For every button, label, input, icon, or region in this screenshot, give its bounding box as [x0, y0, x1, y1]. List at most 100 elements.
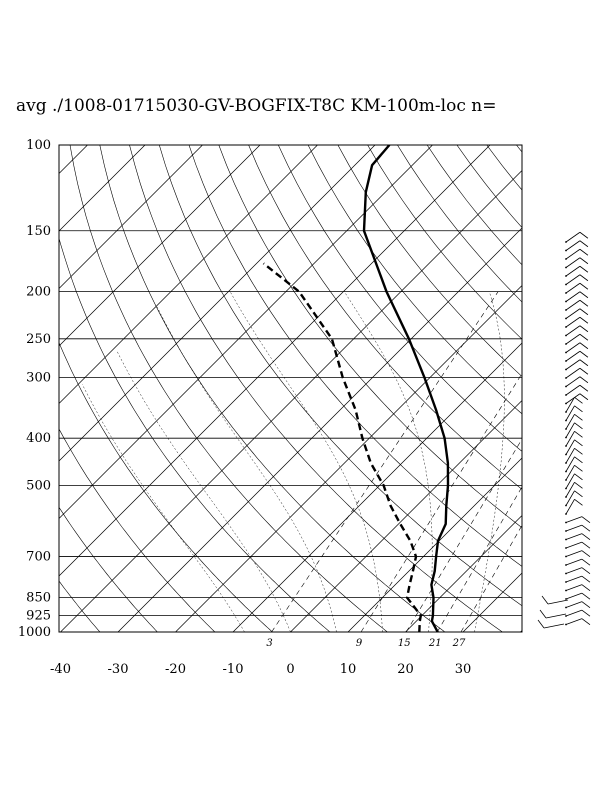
wind-barb-station: [565, 496, 567, 498]
moist-adiabat-line: [156, 306, 337, 632]
wind-barb-flag: [579, 325, 589, 333]
wind-barb-flag: [574, 439, 583, 447]
wind-barb: [565, 384, 581, 396]
isotherm-line: [59, 145, 376, 462]
wind-barb-station: [565, 385, 567, 388]
wind-barb-station: [565, 360, 567, 362]
wind-barb-station: [565, 317, 567, 320]
wind-barb-station: [565, 326, 567, 328]
dry-adiabat-line: [486, 145, 522, 191]
background-grid: [59, 145, 612, 632]
isotherm-line: [232, 342, 522, 632]
wind-barb: [547, 599, 569, 605]
wind-barb-station: [565, 547, 567, 549]
wind-barb-flag: [574, 396, 583, 404]
wind-barb-station: [565, 343, 567, 345]
temperature-tick-label: 30: [455, 662, 472, 677]
wind-barbs: [537, 231, 591, 629]
wind-barb-flag: [579, 350, 589, 358]
moist-adiabat-line: [344, 291, 433, 632]
wind-barb: [565, 405, 575, 421]
wind-barb: [565, 333, 581, 345]
wind-barb-flag: [574, 447, 583, 455]
mixing-ratio-line: [271, 291, 499, 632]
wind-barb-flag: [574, 481, 583, 489]
wind-barb-flag: [579, 342, 589, 350]
pressure-tick-label: 100: [26, 138, 51, 153]
wind-barb: [565, 257, 581, 268]
wind-barb: [545, 613, 567, 619]
pressure-tick-label: 850: [26, 591, 51, 606]
wind-barb-station: [565, 615, 567, 617]
wind-barb-flag: [574, 456, 583, 464]
wind-barb-flag: [579, 376, 589, 384]
isotherm-line: [175, 285, 522, 632]
dry-adiabat-line: [99, 145, 446, 632]
wind-barb-flag: [579, 384, 589, 392]
isotherm-line: [290, 400, 522, 632]
wind-barb-flag: [541, 595, 549, 605]
wind-barb-station: [565, 479, 567, 481]
wind-barb: [565, 541, 583, 549]
pressure-tick-label: 925: [26, 609, 51, 624]
wind-barb-station: [565, 623, 567, 626]
pressure-tick-label: 700: [26, 550, 51, 565]
wind-barb-flag: [581, 592, 591, 600]
wind-barb-station: [565, 530, 567, 532]
moist-adiabat-line: [82, 384, 245, 632]
wind-barb-station: [565, 572, 567, 575]
wind-barb: [565, 316, 581, 328]
wind-barb: [565, 231, 581, 243]
wind-barb-flag: [574, 405, 583, 413]
isotherm-line: [405, 515, 522, 632]
wind-barb: [565, 397, 575, 413]
wind-barb: [565, 618, 583, 625]
moist-adiabat-line: [229, 291, 383, 632]
dry-adiabat-line: [516, 145, 522, 153]
wind-barb-flag: [579, 231, 589, 239]
wind-barb: [565, 575, 583, 583]
wind-barb-station: [565, 504, 567, 507]
wind-barb-station: [565, 292, 567, 294]
chart-title: avg ./1008-01715030-GV-BOGFIX-T8C KM-100…: [16, 96, 497, 116]
wind-barb-station: [565, 606, 567, 609]
wind-barb: [565, 299, 581, 311]
wind-barb-flag: [581, 524, 591, 532]
wind-barb: [565, 422, 575, 438]
wind-barb: [565, 609, 583, 617]
mixing-ratio-line: [460, 524, 522, 632]
wind-barb: [543, 623, 565, 629]
wind-barb-station: [565, 266, 567, 269]
isotherm-line: [117, 227, 522, 632]
wind-barb-flag: [581, 533, 591, 541]
moist-adiabat-line: [474, 291, 505, 632]
wind-barb: [565, 367, 581, 379]
wind-barb-station: [565, 351, 567, 354]
wind-barb-flag: [579, 240, 589, 248]
wind-barb-station: [565, 428, 567, 430]
dry-adiabat-line: [606, 145, 612, 632]
isotherm-line: [462, 572, 522, 632]
temperature-tick-label: -30: [108, 662, 129, 677]
wind-barb: [565, 376, 581, 387]
wind-barb: [565, 359, 581, 370]
pressure-tick-label: 150: [26, 224, 51, 239]
wind-barb-station: [565, 445, 567, 447]
wind-barb-flag: [581, 584, 591, 592]
isotherm-line: [59, 145, 203, 289]
wind-barb: [565, 265, 581, 277]
wind-barb-flag: [581, 609, 591, 617]
dewpoint-profile-line: [262, 262, 422, 632]
wind-barb-station: [565, 436, 567, 439]
wind-barb-station: [565, 419, 567, 422]
wind-barb: [565, 592, 583, 600]
mixing-ratio-line: [436, 486, 522, 632]
temperature-tick-label: 0: [286, 662, 294, 677]
wind-barb-station: [565, 309, 567, 311]
dry-adiabat-line: [576, 145, 612, 632]
wind-barb-station: [565, 598, 567, 600]
wind-barb-flag: [579, 359, 589, 367]
wind-barb-flag: [579, 248, 589, 256]
temperature-tick-label: -40: [50, 662, 71, 677]
